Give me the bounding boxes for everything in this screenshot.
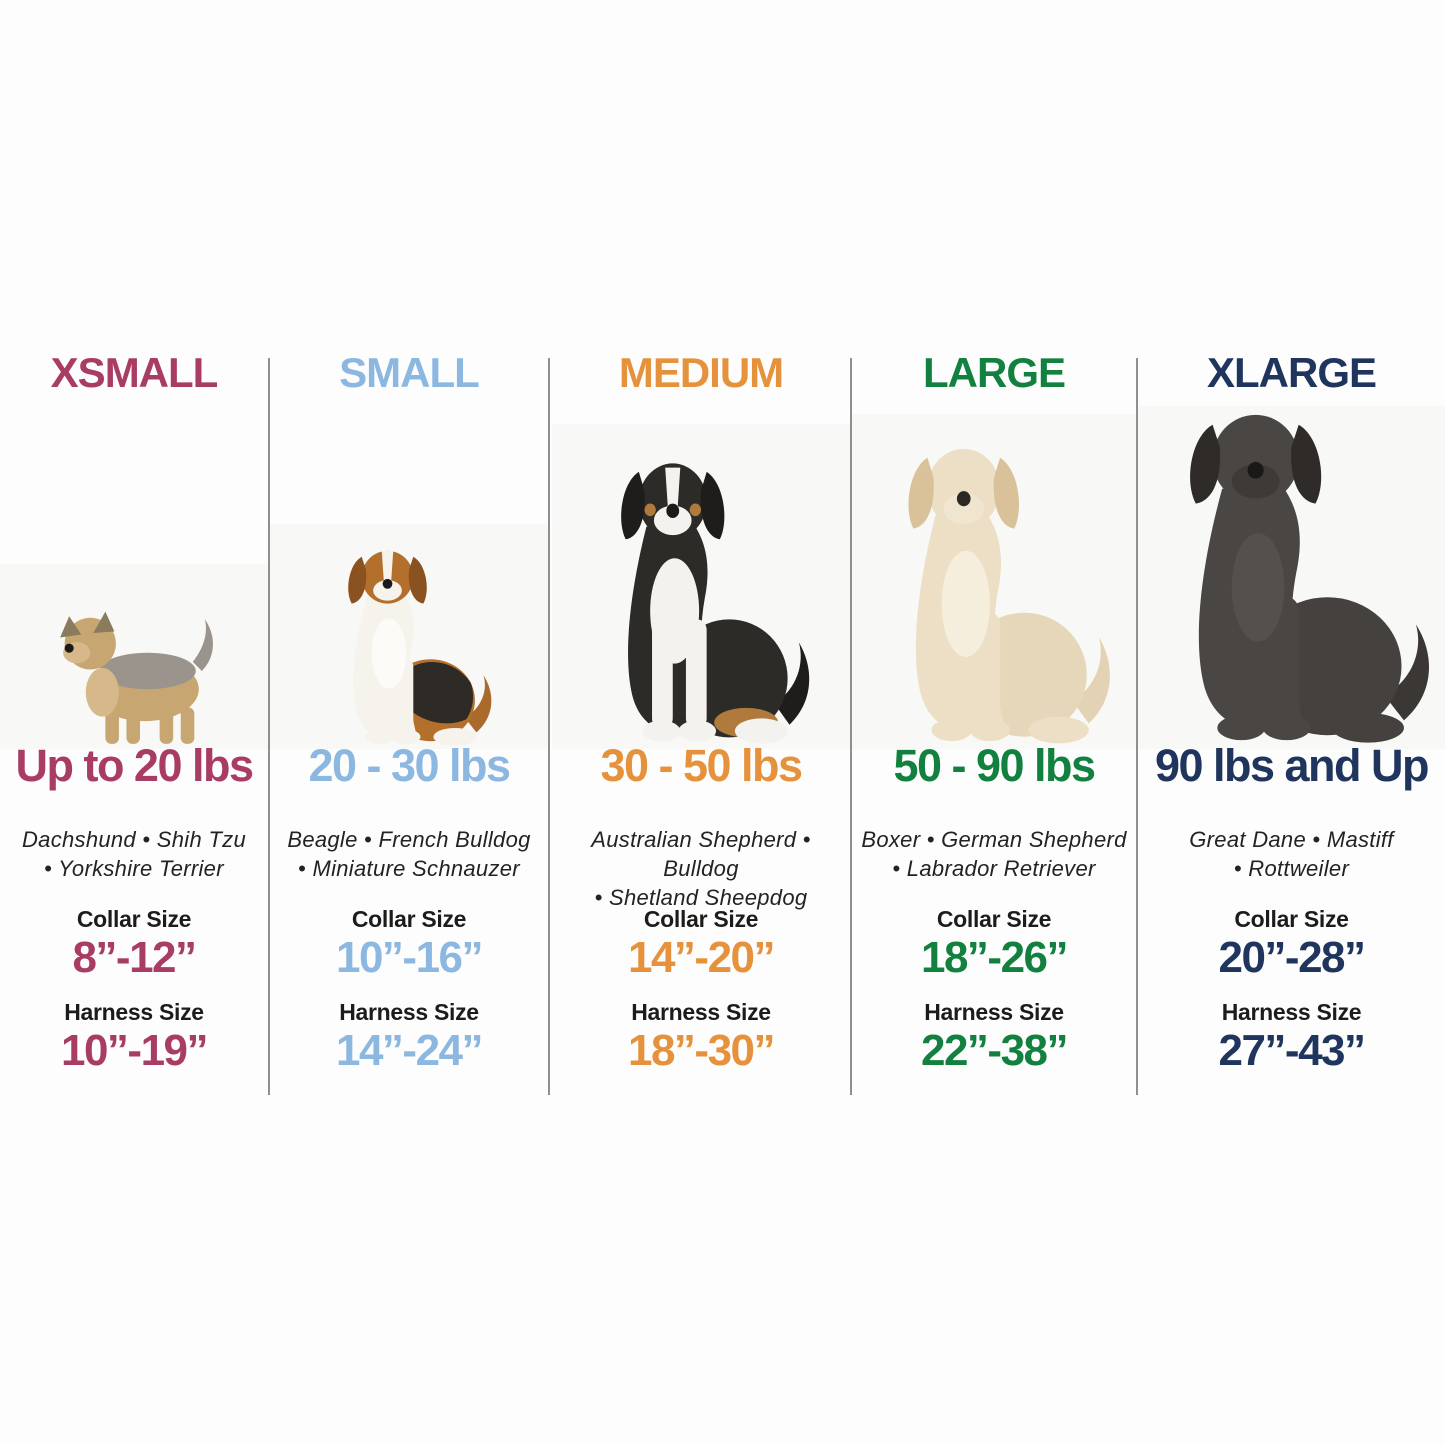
weight-range: 50 - 90 lbs bbox=[893, 740, 1096, 791]
size-header: SMALL bbox=[339, 349, 480, 396]
weight-range: Up to 20 lbs bbox=[15, 740, 254, 791]
dog-photo-beagle bbox=[270, 545, 548, 750]
harness-size-label: Harness Size bbox=[924, 999, 1064, 1025]
collar-size-value: 14”-20” bbox=[627, 933, 776, 982]
size-column-large: LARGE bbox=[852, 352, 1136, 1097]
breed-examples: Great Dane • Mastiff • Rottweiler bbox=[1138, 825, 1445, 883]
column-divider bbox=[850, 358, 852, 1095]
column-divider bbox=[268, 358, 270, 1095]
weight-range: 20 - 30 lbs bbox=[308, 740, 511, 791]
dog-photo-labrador-retriever bbox=[852, 440, 1136, 750]
size-column-xsmall: XSMALL bbox=[0, 352, 268, 1097]
breed-line: • Rottweiler bbox=[1233, 856, 1350, 882]
size-column-medium: MEDIUM bbox=[552, 352, 850, 1097]
harness-size-label: Harness Size bbox=[339, 999, 479, 1025]
breed-line: Dachshund • Shih Tzu bbox=[21, 827, 247, 852]
breed-line: Boxer • German Shepherd bbox=[861, 827, 1127, 852]
breed-line: Great Dane • Mastiff bbox=[1189, 827, 1394, 852]
collar-size-label: Collar Size bbox=[351, 906, 467, 932]
size-header: XLARGE bbox=[1206, 349, 1377, 396]
breed-line: Australian Shepherd • Bulldog bbox=[591, 827, 811, 882]
weight-range: 90 lbs and Up bbox=[1154, 740, 1430, 791]
breed-examples: Australian Shepherd • Bulldog • Shetland… bbox=[552, 825, 850, 912]
yorkshire-terrier-illustration bbox=[60, 611, 213, 744]
great-dane-illustration bbox=[1190, 414, 1429, 743]
size-header: LARGE bbox=[923, 349, 1066, 396]
breed-line: • Labrador Retriever bbox=[892, 856, 1096, 882]
size-header: XSMALL bbox=[50, 349, 219, 396]
size-column-xlarge: XLARGE bbox=[1138, 352, 1445, 1097]
breed-line: • Shetland Sheepdog bbox=[594, 885, 808, 911]
australian-shepherd-illustration bbox=[621, 463, 810, 744]
breed-examples: Dachshund • Shih Tzu • Yorkshire Terrier bbox=[0, 825, 268, 883]
harness-size-label: Harness Size bbox=[64, 999, 204, 1025]
column-divider bbox=[548, 358, 550, 1095]
breed-examples: Beagle • French Bulldog • Miniature Schn… bbox=[270, 825, 548, 883]
collar-size-value: 10”-16” bbox=[335, 933, 484, 982]
dog-photo-great-dane bbox=[1138, 405, 1445, 750]
breed-examples: Boxer • German Shepherd • Labrador Retri… bbox=[852, 825, 1136, 883]
harness-size-value: 27”-43” bbox=[1218, 1026, 1366, 1075]
harness-size-value: 22”-38” bbox=[920, 1026, 1069, 1075]
collar-size-label: Collar Size bbox=[936, 906, 1052, 932]
collar-size-label: Collar Size bbox=[1234, 906, 1349, 932]
size-column-small: SMALL bbox=[270, 352, 548, 1097]
collar-size-value: 8”-12” bbox=[72, 933, 197, 982]
size-header: MEDIUM bbox=[618, 349, 784, 396]
breed-line: • Miniature Schnauzer bbox=[298, 856, 520, 882]
collar-size-label: Collar Size bbox=[643, 906, 759, 932]
collar-size-label: Collar Size bbox=[76, 906, 192, 932]
harness-size-value: 10”-19” bbox=[60, 1026, 209, 1075]
chart-band: XSMALL bbox=[0, 352, 1445, 1097]
harness-size-label: Harness Size bbox=[1221, 999, 1362, 1025]
collar-size-value: 20”-28” bbox=[1218, 933, 1366, 982]
breed-line: Beagle • French Bulldog bbox=[287, 827, 531, 852]
labrador-retriever-illustration bbox=[908, 448, 1110, 744]
harness-size-value: 18”-30” bbox=[627, 1026, 776, 1075]
harness-size-value: 14”-24” bbox=[335, 1026, 484, 1075]
beagle-illustration bbox=[348, 550, 492, 746]
breed-line: • Yorkshire Terrier bbox=[44, 856, 224, 882]
dog-photo-yorkshire-terrier bbox=[0, 598, 268, 750]
collar-size-value: 18”-26” bbox=[920, 933, 1069, 982]
weight-range: 30 - 50 lbs bbox=[600, 740, 803, 791]
dog-photo-australian-shepherd bbox=[552, 455, 850, 750]
column-divider bbox=[1136, 358, 1138, 1095]
harness-size-label: Harness Size bbox=[631, 999, 771, 1025]
